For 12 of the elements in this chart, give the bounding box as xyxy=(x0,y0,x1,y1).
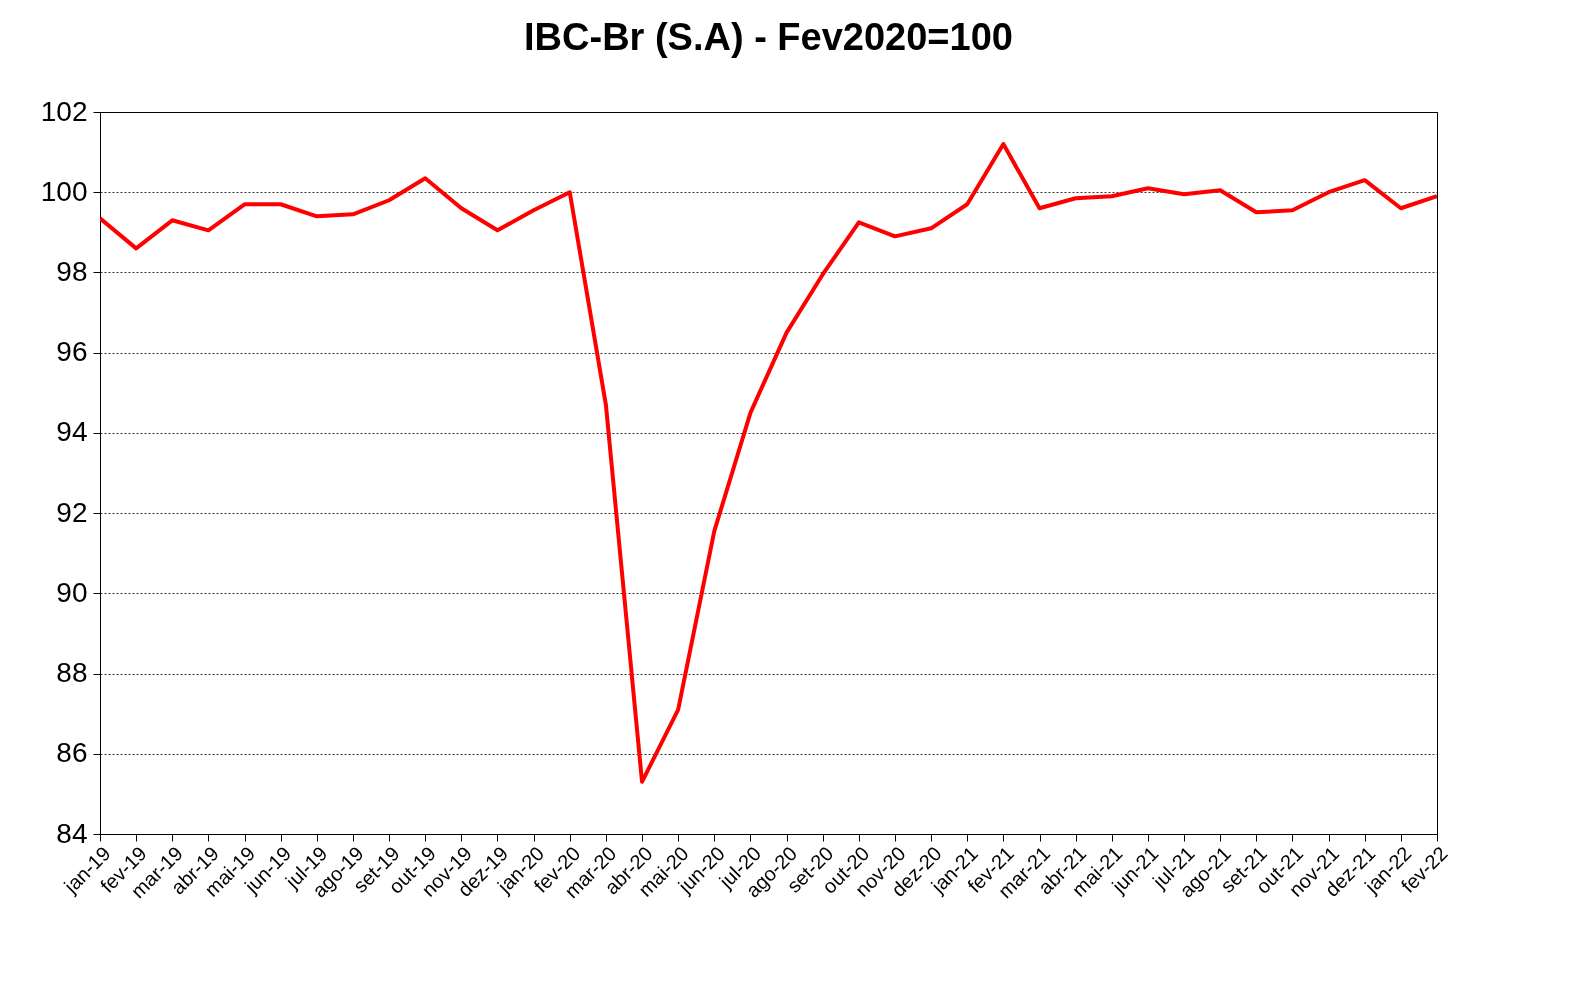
y-tick-label: 84 xyxy=(56,817,88,849)
chart-title: IBC-Br (S.A) - Fev2020=100 xyxy=(524,16,1013,58)
y-tick-label: 92 xyxy=(56,496,88,528)
y-tick-label: 94 xyxy=(56,416,88,448)
line-series xyxy=(100,142,1437,784)
y-tick-label: 100 xyxy=(40,175,88,207)
y-tick-label: 90 xyxy=(56,576,88,608)
y-tick-label: 102 xyxy=(40,95,88,127)
y-tick-label: 88 xyxy=(56,657,88,689)
y-tick-label: 98 xyxy=(56,255,88,287)
y-tick-label: 96 xyxy=(56,336,88,368)
y-tick-label: 86 xyxy=(56,737,88,769)
